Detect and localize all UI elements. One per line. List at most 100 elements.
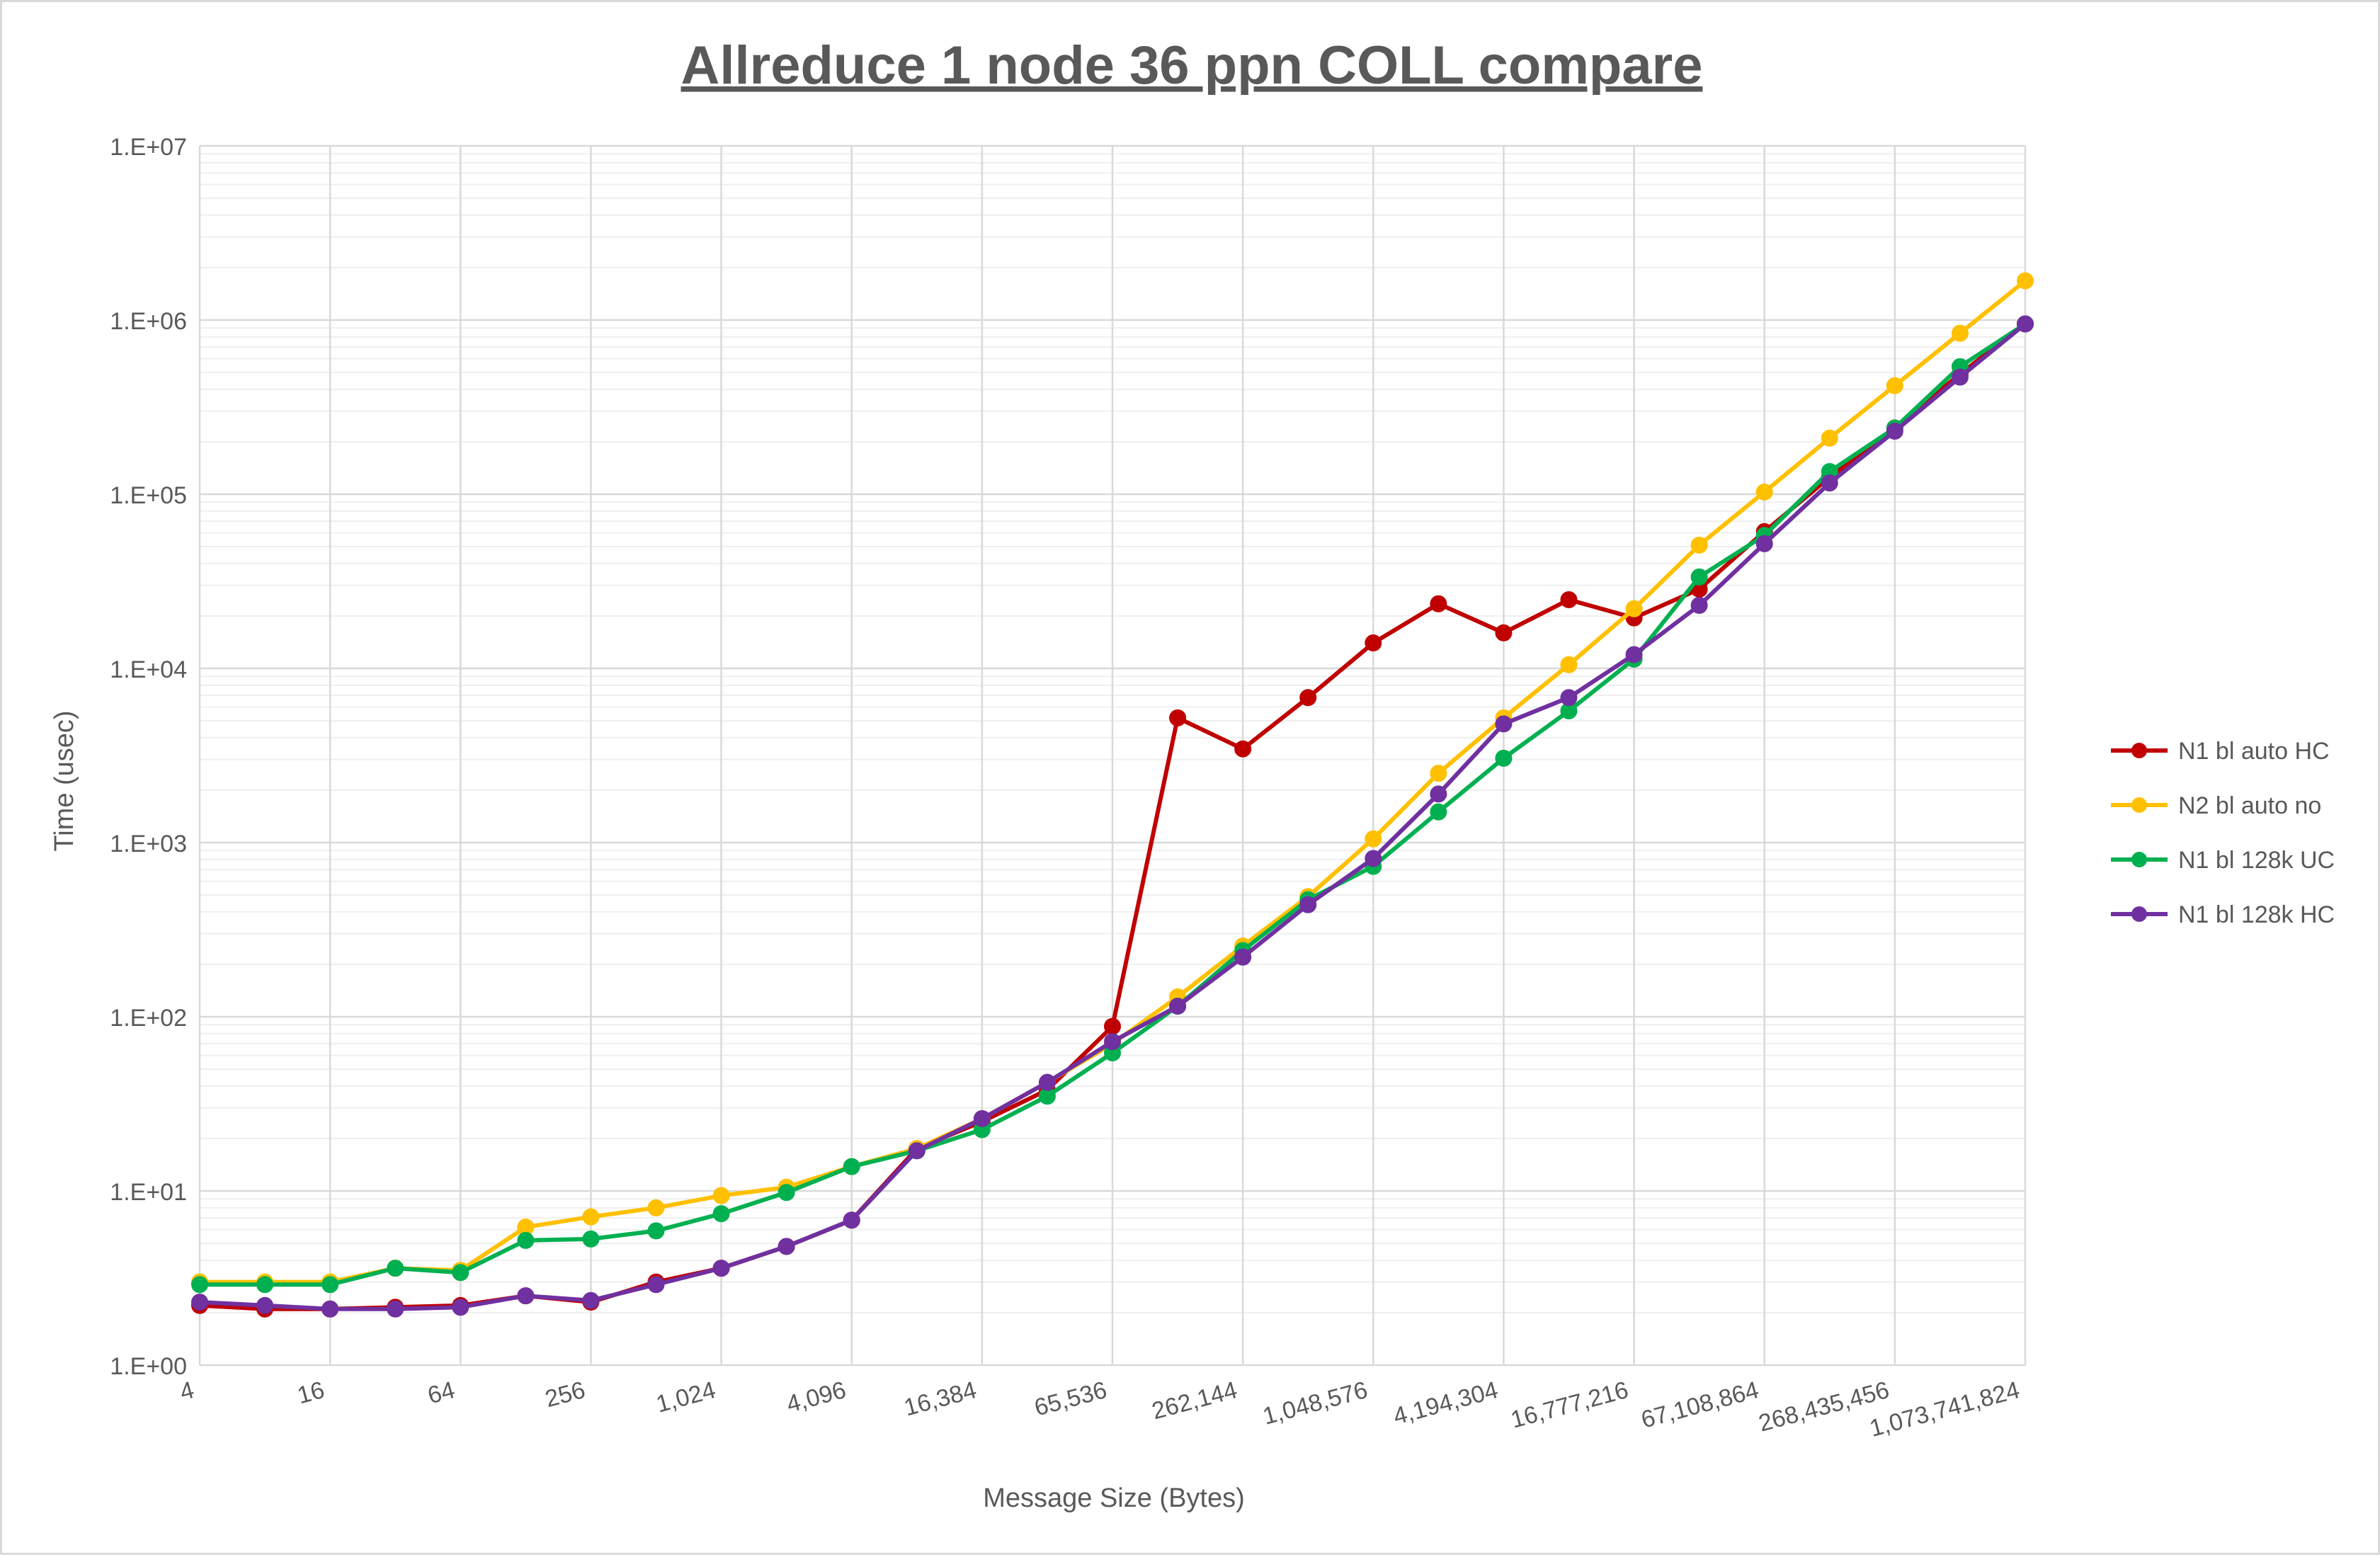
- data-point-n1-bl-auto-hc: [1560, 591, 1578, 608]
- data-point-n1-bl-128k-uc: [582, 1230, 600, 1248]
- y-axis-tick-labels: 1.E+00 1.E+01 1.E+02 1.E+03 1.E+04 1.E+05 1.E+…: [110, 134, 187, 1380]
- legend: N1 bl auto HC N2 bl auto no N1 bl 128k UC N…: [2111, 738, 2335, 928]
- x-axis-tick-labels: 4 16 64 256 1,024 4,096 16,384 65,536 262,144 1,0…: [177, 1376, 2022, 1442]
- legend-label: N1 bl 128k HC: [2178, 901, 2335, 928]
- data-point-n1-bl-128k-hc: [1690, 597, 1708, 615]
- y-tick-label: 1.E+01: [110, 1179, 187, 1206]
- data-point-n2-bl-auto-no: [582, 1208, 600, 1226]
- data-point-n1-bl-128k-hc: [1625, 646, 1643, 663]
- data-point-n2-bl-auto-no: [712, 1187, 730, 1204]
- data-point-n1-bl-128k-hc: [452, 1299, 469, 1316]
- data-point-n1-bl-128k-uc: [387, 1260, 404, 1277]
- y-tick-label: 1.E+04: [110, 656, 187, 683]
- x-tick-label: 262,144: [1149, 1376, 1241, 1425]
- x-tick-label: 4,194,304: [1391, 1376, 1501, 1430]
- data-point-n1-bl-128k-hc: [1430, 785, 1447, 803]
- x-tick-label: 1,073,741,824: [1867, 1376, 2022, 1442]
- data-point-n2-bl-auto-no: [1430, 765, 1447, 782]
- data-point-n2-bl-auto-no: [1625, 600, 1643, 617]
- data-point-n2-bl-auto-no: [647, 1199, 665, 1216]
- data-point-n1-bl-auto-hc: [1234, 740, 1252, 758]
- legend-swatch-marker: [2131, 906, 2147, 922]
- data-point-n1-bl-128k-hc: [1169, 998, 1187, 1015]
- y-tick-label: 1.E+05: [110, 482, 187, 509]
- data-point-n1-bl-128k-uc: [843, 1158, 860, 1175]
- data-point-n1-bl-128k-hc: [1821, 474, 1838, 492]
- x-tick-label: 1,048,576: [1260, 1376, 1370, 1430]
- data-point-n2-bl-auto-no: [1886, 377, 1903, 394]
- data-point-n2-bl-auto-no: [1365, 830, 1382, 848]
- data-point-n1-bl-128k-hc: [843, 1211, 860, 1229]
- legend-item-n1-bl-128k-hc: N1 bl 128k HC: [2111, 901, 2335, 928]
- data-point-n1-bl-auto-hc: [1104, 1017, 1121, 1035]
- data-point-n2-bl-auto-no: [1755, 483, 1773, 501]
- x-tick-label: 4,096: [784, 1376, 849, 1418]
- data-point-n1-bl-128k-hc: [1560, 689, 1578, 707]
- x-tick-label: 16: [295, 1376, 327, 1409]
- legend-label: N1 bl auto HC: [2178, 738, 2330, 765]
- legend-swatch-marker: [2131, 852, 2147, 867]
- data-point-n1-bl-auto-hc: [1495, 624, 1513, 641]
- data-point-n2-bl-auto-no: [1821, 429, 1838, 447]
- x-tick-label: 67,108,864: [1639, 1376, 1762, 1434]
- y-axis-title: Time (usec): [50, 710, 79, 851]
- data-point-n1-bl-auto-hc: [1365, 634, 1382, 652]
- data-point-n1-bl-128k-hc: [517, 1287, 535, 1305]
- data-point-n2-bl-auto-no: [1951, 324, 1969, 342]
- major-gridlines: [198, 144, 2027, 1367]
- y-tick-label: 1.E+02: [110, 1005, 187, 1032]
- data-point-n1-bl-auto-hc: [1169, 709, 1187, 726]
- series-layer: [191, 272, 2034, 1318]
- legend-label: N1 bl 128k UC: [2178, 847, 2335, 874]
- data-point-n1-bl-128k-uc: [1430, 803, 1447, 821]
- legend-item-n1-bl-auto-hc: N1 bl auto HC: [2111, 738, 2330, 765]
- chart-title: Allreduce 1 node 36 ppn COLL compare: [681, 35, 1703, 96]
- legend-item-n2-bl-auto-no: N2 bl auto no: [2111, 792, 2321, 819]
- data-point-n1-bl-128k-hc: [1755, 535, 1773, 552]
- data-point-n1-bl-128k-hc: [1299, 896, 1317, 913]
- data-point-n1-bl-128k-hc: [778, 1238, 795, 1255]
- x-tick-label: 65,536: [1032, 1376, 1110, 1422]
- y-tick-label: 1.E+03: [110, 831, 187, 857]
- data-point-n1-bl-128k-hc: [908, 1142, 926, 1160]
- data-point-n1-bl-128k-uc: [321, 1276, 339, 1294]
- x-tick-label: 256: [542, 1376, 588, 1413]
- data-point-n1-bl-128k-uc: [1495, 749, 1513, 767]
- data-point-n1-bl-128k-uc: [647, 1222, 665, 1240]
- data-point-n1-bl-128k-hc: [191, 1294, 208, 1311]
- data-point-n1-bl-128k-hc: [1951, 368, 1969, 386]
- data-point-n1-bl-128k-hc: [1495, 715, 1513, 733]
- x-tick-label: 4: [177, 1376, 197, 1406]
- data-point-n1-bl-auto-hc: [1299, 689, 1317, 707]
- x-tick-label: 16,777,216: [1508, 1376, 1631, 1434]
- data-point-n2-bl-auto-no: [1690, 536, 1708, 554]
- data-point-n1-bl-128k-hc: [387, 1300, 404, 1318]
- data-point-n1-bl-128k-hc: [1104, 1033, 1121, 1051]
- legend-swatch-marker: [2131, 743, 2147, 758]
- data-point-n1-bl-128k-hc: [1038, 1073, 1056, 1091]
- data-point-n1-bl-128k-uc: [517, 1231, 535, 1249]
- x-axis-title: Message Size (Bytes): [983, 1483, 1245, 1513]
- legend-item-n1-bl-128k-uc: N1 bl 128k UC: [2111, 847, 2335, 874]
- data-point-n1-bl-128k-hc: [256, 1296, 274, 1314]
- legend-swatch-marker: [2131, 797, 2147, 813]
- data-point-n1-bl-128k-uc: [1690, 568, 1708, 586]
- data-point-n2-bl-auto-no: [1560, 656, 1578, 673]
- y-tick-label: 1.E+07: [110, 134, 187, 161]
- data-point-n1-bl-128k-uc: [256, 1276, 274, 1294]
- x-tick-label: 16,384: [901, 1376, 979, 1422]
- y-tick-label: 1.E+00: [110, 1353, 187, 1380]
- data-point-n1-bl-128k-uc: [452, 1264, 469, 1282]
- x-tick-label: 64: [425, 1376, 457, 1409]
- legend-label: N2 bl auto no: [2178, 792, 2321, 819]
- data-point-n1-bl-128k-hc: [712, 1260, 730, 1277]
- data-point-n1-bl-128k-hc: [1234, 948, 1252, 966]
- data-point-n1-bl-128k-uc: [712, 1205, 730, 1223]
- data-point-n1-bl-128k-hc: [582, 1291, 600, 1309]
- data-point-n1-bl-128k-uc: [778, 1184, 795, 1202]
- data-point-n1-bl-128k-hc: [973, 1110, 991, 1127]
- data-point-n1-bl-128k-hc: [647, 1276, 665, 1294]
- x-tick-label: 1,024: [654, 1376, 719, 1418]
